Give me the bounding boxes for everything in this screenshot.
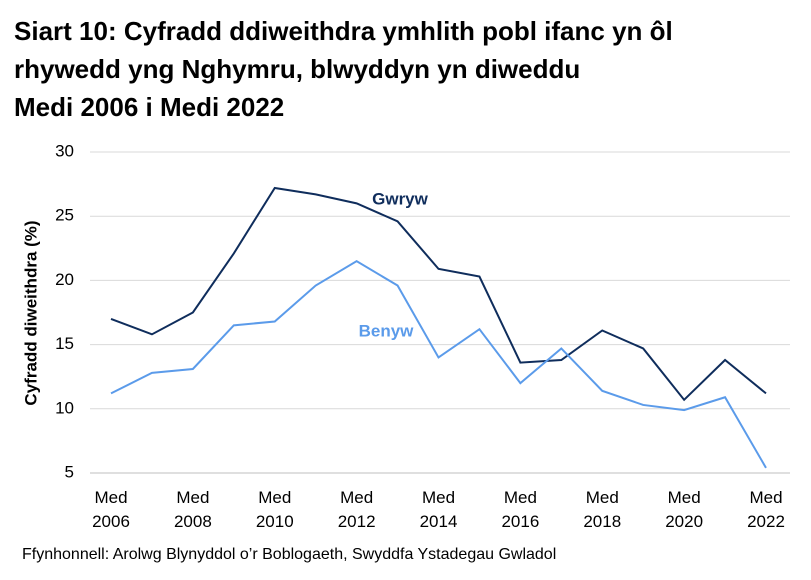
x-tick-label: Med 2020 (665, 488, 704, 531)
x-tick-label: Med 2022 (747, 488, 785, 531)
y-tick-label: 10 (55, 398, 74, 417)
series-label: Benyw (359, 321, 415, 340)
y-tick-label: 15 (55, 334, 74, 353)
series-label: Gwryw (372, 189, 429, 208)
line-series (110, 259, 767, 469)
y-axis-label: Cyfradd diweithdra (%) (21, 220, 40, 405)
source: Ffynhonnell: Arolwg Blynyddol o’r Boblog… (22, 546, 557, 563)
x-tick-label: Med 2016 (501, 488, 540, 531)
y-tick-label: 20 (55, 270, 74, 289)
y-tick-label: 25 (55, 206, 74, 225)
x-tick-label: Med 2018 (583, 488, 622, 531)
x-tick-label: Med 2010 (255, 488, 294, 531)
y-tick-label: 30 (55, 141, 74, 160)
line-series (110, 186, 767, 402)
x-tick-label: Med 2006 (92, 488, 130, 531)
x-tick-label: Med 2012 (337, 488, 376, 531)
y-tick-label: 5 (65, 462, 74, 481)
x-tick-label: Med 2014 (419, 488, 458, 531)
chart-title: Siart 10: Cyfradd ddiweithdra ymhlith po… (14, 16, 673, 122)
x-tick-label: Med 2008 (173, 488, 212, 531)
chart: Cyfradd diweithdra (%) 5 10 15 20 25 30 Gwryw B… (21, 141, 790, 481)
